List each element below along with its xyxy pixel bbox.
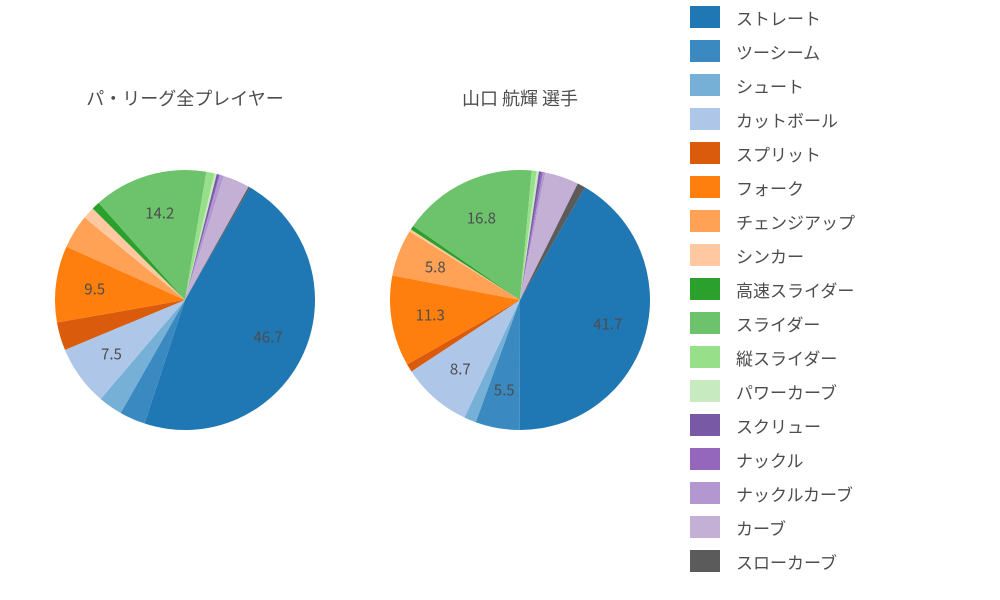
legend-label: ナックルカーブ xyxy=(736,481,853,506)
legend-swatch xyxy=(690,448,720,470)
legend-swatch xyxy=(690,346,720,368)
legend-swatch xyxy=(690,176,720,198)
legend-label: パワーカーブ xyxy=(736,379,837,404)
legend-swatch xyxy=(690,516,720,538)
legend-item: 縦スライダー xyxy=(690,340,990,374)
legend-swatch xyxy=(690,380,720,402)
legend-item: シンカー xyxy=(690,238,990,272)
legend-label: カーブ xyxy=(736,515,786,540)
legend-item: 高速スライダー xyxy=(690,272,990,306)
legend-label: スライダー xyxy=(736,311,820,336)
legend-item: ナックル xyxy=(690,442,990,476)
legend-swatch xyxy=(690,6,720,28)
legend-label: ツーシーム xyxy=(736,39,820,64)
chart-stage: パ・リーグ全プレイヤー 46.77.59.514.2 山口 航輝 選手 41.7… xyxy=(0,0,1000,600)
legend-swatch xyxy=(690,244,720,266)
legend-label: フォーク xyxy=(736,175,804,200)
legend-label: ストレート xyxy=(736,5,821,30)
pie-chart-player: 41.75.58.711.35.816.8 xyxy=(390,170,650,430)
pie-chart-league: 46.77.59.514.2 xyxy=(55,170,315,430)
legend-label: 高速スライダー xyxy=(736,277,854,302)
legend-swatch xyxy=(690,142,720,164)
legend-swatch xyxy=(690,550,720,572)
legend-item: スプリット xyxy=(690,136,990,170)
legend-swatch xyxy=(690,210,720,232)
pie-title-player: 山口 航輝 選手 xyxy=(370,85,670,111)
legend-label: ナックル xyxy=(736,447,804,472)
legend-swatch xyxy=(690,74,720,96)
legend-label: スプリット xyxy=(736,141,821,166)
legend-label: スクリュー xyxy=(736,413,821,438)
legend-item: ツーシーム xyxy=(690,34,990,68)
legend-item: ナックルカーブ xyxy=(690,476,990,510)
legend-label: スローカーブ xyxy=(736,549,837,574)
legend-item: フォーク xyxy=(690,170,990,204)
legend-swatch xyxy=(690,482,720,504)
legend-label: 縦スライダー xyxy=(736,345,837,370)
legend-item: スライダー xyxy=(690,306,990,340)
legend-label: カットボール xyxy=(736,107,838,132)
legend-swatch xyxy=(690,278,720,300)
legend-swatch xyxy=(690,40,720,62)
legend-item: パワーカーブ xyxy=(690,374,990,408)
legend-item: スローカーブ xyxy=(690,544,990,578)
legend-item: チェンジアップ xyxy=(690,204,990,238)
legend-item: ストレート xyxy=(690,0,990,34)
legend: ストレートツーシームシュートカットボールスプリットフォークチェンジアップシンカー… xyxy=(690,0,990,578)
legend-label: シュート xyxy=(736,73,804,98)
legend-swatch xyxy=(690,414,720,436)
legend-label: チェンジアップ xyxy=(736,209,855,234)
legend-item: カットボール xyxy=(690,102,990,136)
legend-item: スクリュー xyxy=(690,408,990,442)
legend-swatch xyxy=(690,108,720,130)
legend-item: カーブ xyxy=(690,510,990,544)
legend-item: シュート xyxy=(690,68,990,102)
pie-title-league: パ・リーグ全プレイヤー xyxy=(35,85,335,111)
legend-label: シンカー xyxy=(736,243,804,268)
legend-swatch xyxy=(690,312,720,334)
